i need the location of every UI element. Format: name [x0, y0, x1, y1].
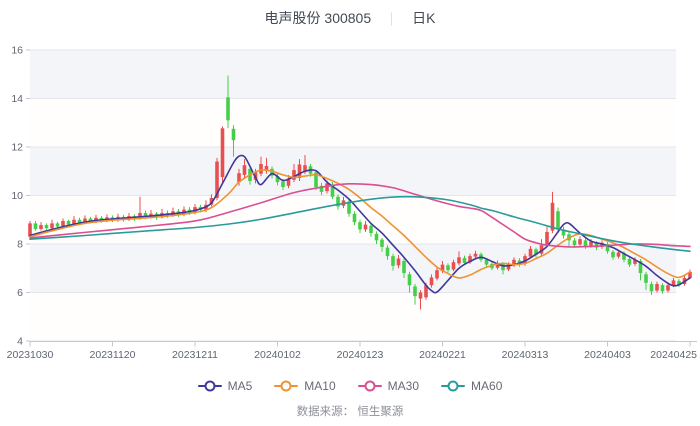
ma30-marker-icon	[357, 380, 382, 392]
period-label: 日K	[412, 10, 436, 26]
svg-text:16: 16	[11, 45, 23, 57]
legend-label: MA5	[227, 379, 253, 393]
svg-text:20240123: 20240123	[337, 349, 384, 361]
y-axis-labels: 4 6 8 10 12 14 16	[11, 45, 30, 348]
background-bands	[30, 50, 676, 341]
svg-text:4: 4	[17, 336, 23, 348]
ma-line-ma5	[29, 154, 691, 294]
ma60-marker-icon	[441, 380, 466, 392]
svg-text:12: 12	[11, 142, 23, 154]
svg-text:14: 14	[11, 93, 23, 105]
legend-label: MA30	[387, 379, 420, 393]
svg-text:20240221: 20240221	[419, 349, 466, 361]
legend-item-ma10[interactable]: MA10	[274, 379, 336, 393]
svg-text:10: 10	[11, 190, 23, 202]
svg-text:20240102: 20240102	[254, 349, 301, 361]
svg-text:20240403: 20240403	[584, 349, 631, 361]
ma-legend: MA5 MA10 MA30 MA60	[0, 377, 700, 395]
ma-line-ma60	[29, 195, 691, 253]
svg-text:20240425: 20240425	[650, 349, 697, 361]
svg-text:8: 8	[17, 239, 23, 251]
legend-label: MA60	[471, 379, 503, 393]
legend-label: MA10	[304, 379, 336, 393]
svg-text:20240313: 20240313	[502, 349, 549, 361]
svg-text:20231211: 20231211	[172, 349, 218, 361]
ma5-marker-icon	[197, 380, 222, 392]
svg-text:20231120: 20231120	[90, 349, 136, 361]
stock-name-and-code: 电声股份 300805	[264, 10, 372, 26]
ma10-marker-icon	[274, 380, 299, 392]
legend-item-ma5[interactable]: MA5	[197, 379, 253, 393]
ma-line-ma30	[29, 182, 691, 248]
data-source-note: 数据来源： 恒生聚源	[296, 406, 404, 418]
legend-item-ma30[interactable]: MA30	[357, 379, 420, 393]
svg-text:20231030: 20231030	[7, 349, 54, 361]
legend-item-ma60[interactable]: MA60	[441, 379, 502, 393]
title-separator: ｜	[385, 11, 399, 27]
x-axis-labels: 20231030 20231120 20231211 20240102 20240123…	[7, 341, 697, 361]
chart-title: 电声股份 300805 ｜ 日K	[0, 8, 700, 28]
svg-text:6: 6	[17, 287, 23, 299]
